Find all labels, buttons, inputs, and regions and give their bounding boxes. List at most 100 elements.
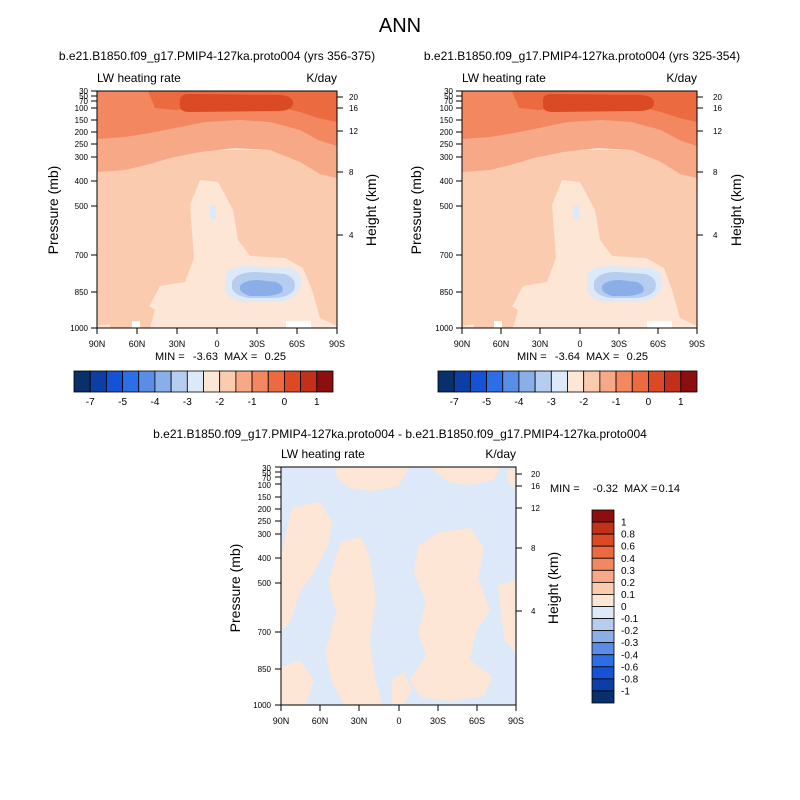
y-tick-label: 200 [75,128,89,137]
min-value: -0.32 [593,483,618,495]
panel-b-contour-field [462,91,697,328]
colorbar-label: 0.1 [621,590,635,601]
max-label: MAX = [224,351,257,363]
colorbar-label: -0.1 [621,614,639,625]
colorbar-cell [203,370,221,393]
panel-b-ylabel-right: Height (km) [728,174,744,246]
y-tick-label: 200 [258,505,272,514]
x-tick-label: 60S [289,339,305,349]
colorbar-cell [316,370,334,393]
colorbar-cell [486,370,504,393]
colorbar-cell [591,678,615,692]
colorbar-cell [591,630,615,644]
panel-b: b.e21.B1850.f09_g17.PMIP4-127ka.proto004… [408,49,744,408]
colorbar-cell [154,370,172,393]
x-tick-label: 90N [89,339,106,349]
colorbar-cell [502,370,520,393]
y-tick-label: 500 [440,202,454,211]
colorbar-label: -5 [482,397,491,408]
x-tick-label: 30S [430,716,446,726]
y-tick-label: 50 [262,469,271,478]
y-tick-label: 250 [75,140,89,149]
panel-a-minmax: MIN = -3.63 MAX = 0.25 [155,351,286,363]
colorbar-cell [591,654,615,668]
panel-b-right-axis: 20 16 12 8 4 Height (km) [697,93,744,246]
y-tick-label: 500 [258,579,272,588]
contour-band [494,321,502,328]
y-tick-label: 850 [440,288,454,297]
colorbar-cell [122,370,140,393]
y-tick-label: 70 [444,97,453,106]
y-right-tick-label: 20 [713,93,722,102]
colorbar-label: -1 [621,686,630,697]
colorbar-cell [105,370,123,393]
contour-band [392,672,412,705]
x-tick-label: 60S [469,716,485,726]
colorbar-cell [680,370,698,393]
y-tick-label: 50 [444,92,453,101]
colorbar-cell [251,370,269,393]
y-tick-label: 1000 [253,701,271,710]
panel-a: b.e21.B1850.f09_g17.PMIP4-127ka.proto004… [45,49,379,408]
colorbar-label: 1 [314,397,320,408]
max-value: 0.25 [265,351,286,363]
colorbar-label: 0.6 [621,542,635,553]
y-tick-label: 700 [258,628,272,637]
y-tick-label: 50 [79,92,88,101]
figure-title: ANN [379,15,421,37]
x-tick-label: 60S [650,339,666,349]
contour-band [430,467,500,485]
colorbar-cell [591,594,615,607]
colorbar-label: -7 [86,397,95,408]
colorbar-cell [591,569,615,583]
contour-band [97,150,337,326]
colorbar-label: -4 [514,397,523,408]
panel-c-units-label: K/day [485,447,516,461]
y-tick-label: 400 [75,177,89,186]
colorbar-cell [631,370,649,393]
colorbar-label: -0.6 [621,662,639,673]
panel-a-colorbar: -7 -5 -4 -3 -2 -1 0 1 [73,370,334,408]
x-tick-label: 30N [532,339,549,349]
y-right-tick-label: 16 [713,104,722,113]
colorbar-cell [235,370,253,393]
y-tick-label: 100 [440,104,454,113]
contour-band [573,205,579,219]
colorbar-cell [534,370,552,393]
min-label: MIN = [550,483,580,495]
contour-band [410,528,492,701]
colorbar-label: -3 [547,397,556,408]
y-right-tick-label: 16 [531,482,540,491]
panel-c-minmax: MIN = -0.32 MAX = 0.14 [550,483,680,495]
panel-b-bottom-axis: 90N 60N 30N 0 30S 60S 90S [454,328,705,349]
y-tick-label: 850 [75,288,89,297]
x-tick-label: 0 [396,716,401,726]
colorbar-cell [170,370,188,393]
x-tick-label: 30N [351,716,368,726]
colorbar-cell [591,509,615,523]
colorbar-label: 0.8 [621,530,635,541]
y-tick-label: 30 [444,87,453,96]
x-tick-label: 60N [312,716,329,726]
x-tick-label: 90S [508,716,524,726]
panel-c-bottom-axis: 90N 60N 30N 0 30S 60S 90S [273,705,524,726]
contour-band [462,150,697,326]
panel-c-title: b.e21.B1850.f09_g17.PMIP4-127ka.proto004… [153,427,647,441]
y-tick-label: 400 [440,177,454,186]
contour-band [210,205,216,219]
colorbar-cell [469,370,487,393]
colorbar-cell [591,557,615,571]
colorbar-label: -4 [150,397,159,408]
max-value: 0.25 [627,351,648,363]
max-value: 0.14 [659,483,680,495]
contour-band [132,321,140,328]
panel-c-right-axis: 20 16 12 8 4 Height (km) [516,470,561,624]
panel-a-title: b.e21.B1850.f09_g17.PMIP4-127ka.proto004… [59,49,375,63]
y-tick-label: 30 [79,87,88,96]
x-tick-label: 30S [611,339,627,349]
y-tick-label: 400 [258,554,272,563]
min-value: -3.64 [555,351,580,363]
y-tick-label: 200 [440,128,454,137]
y-tick-label: 500 [75,202,89,211]
